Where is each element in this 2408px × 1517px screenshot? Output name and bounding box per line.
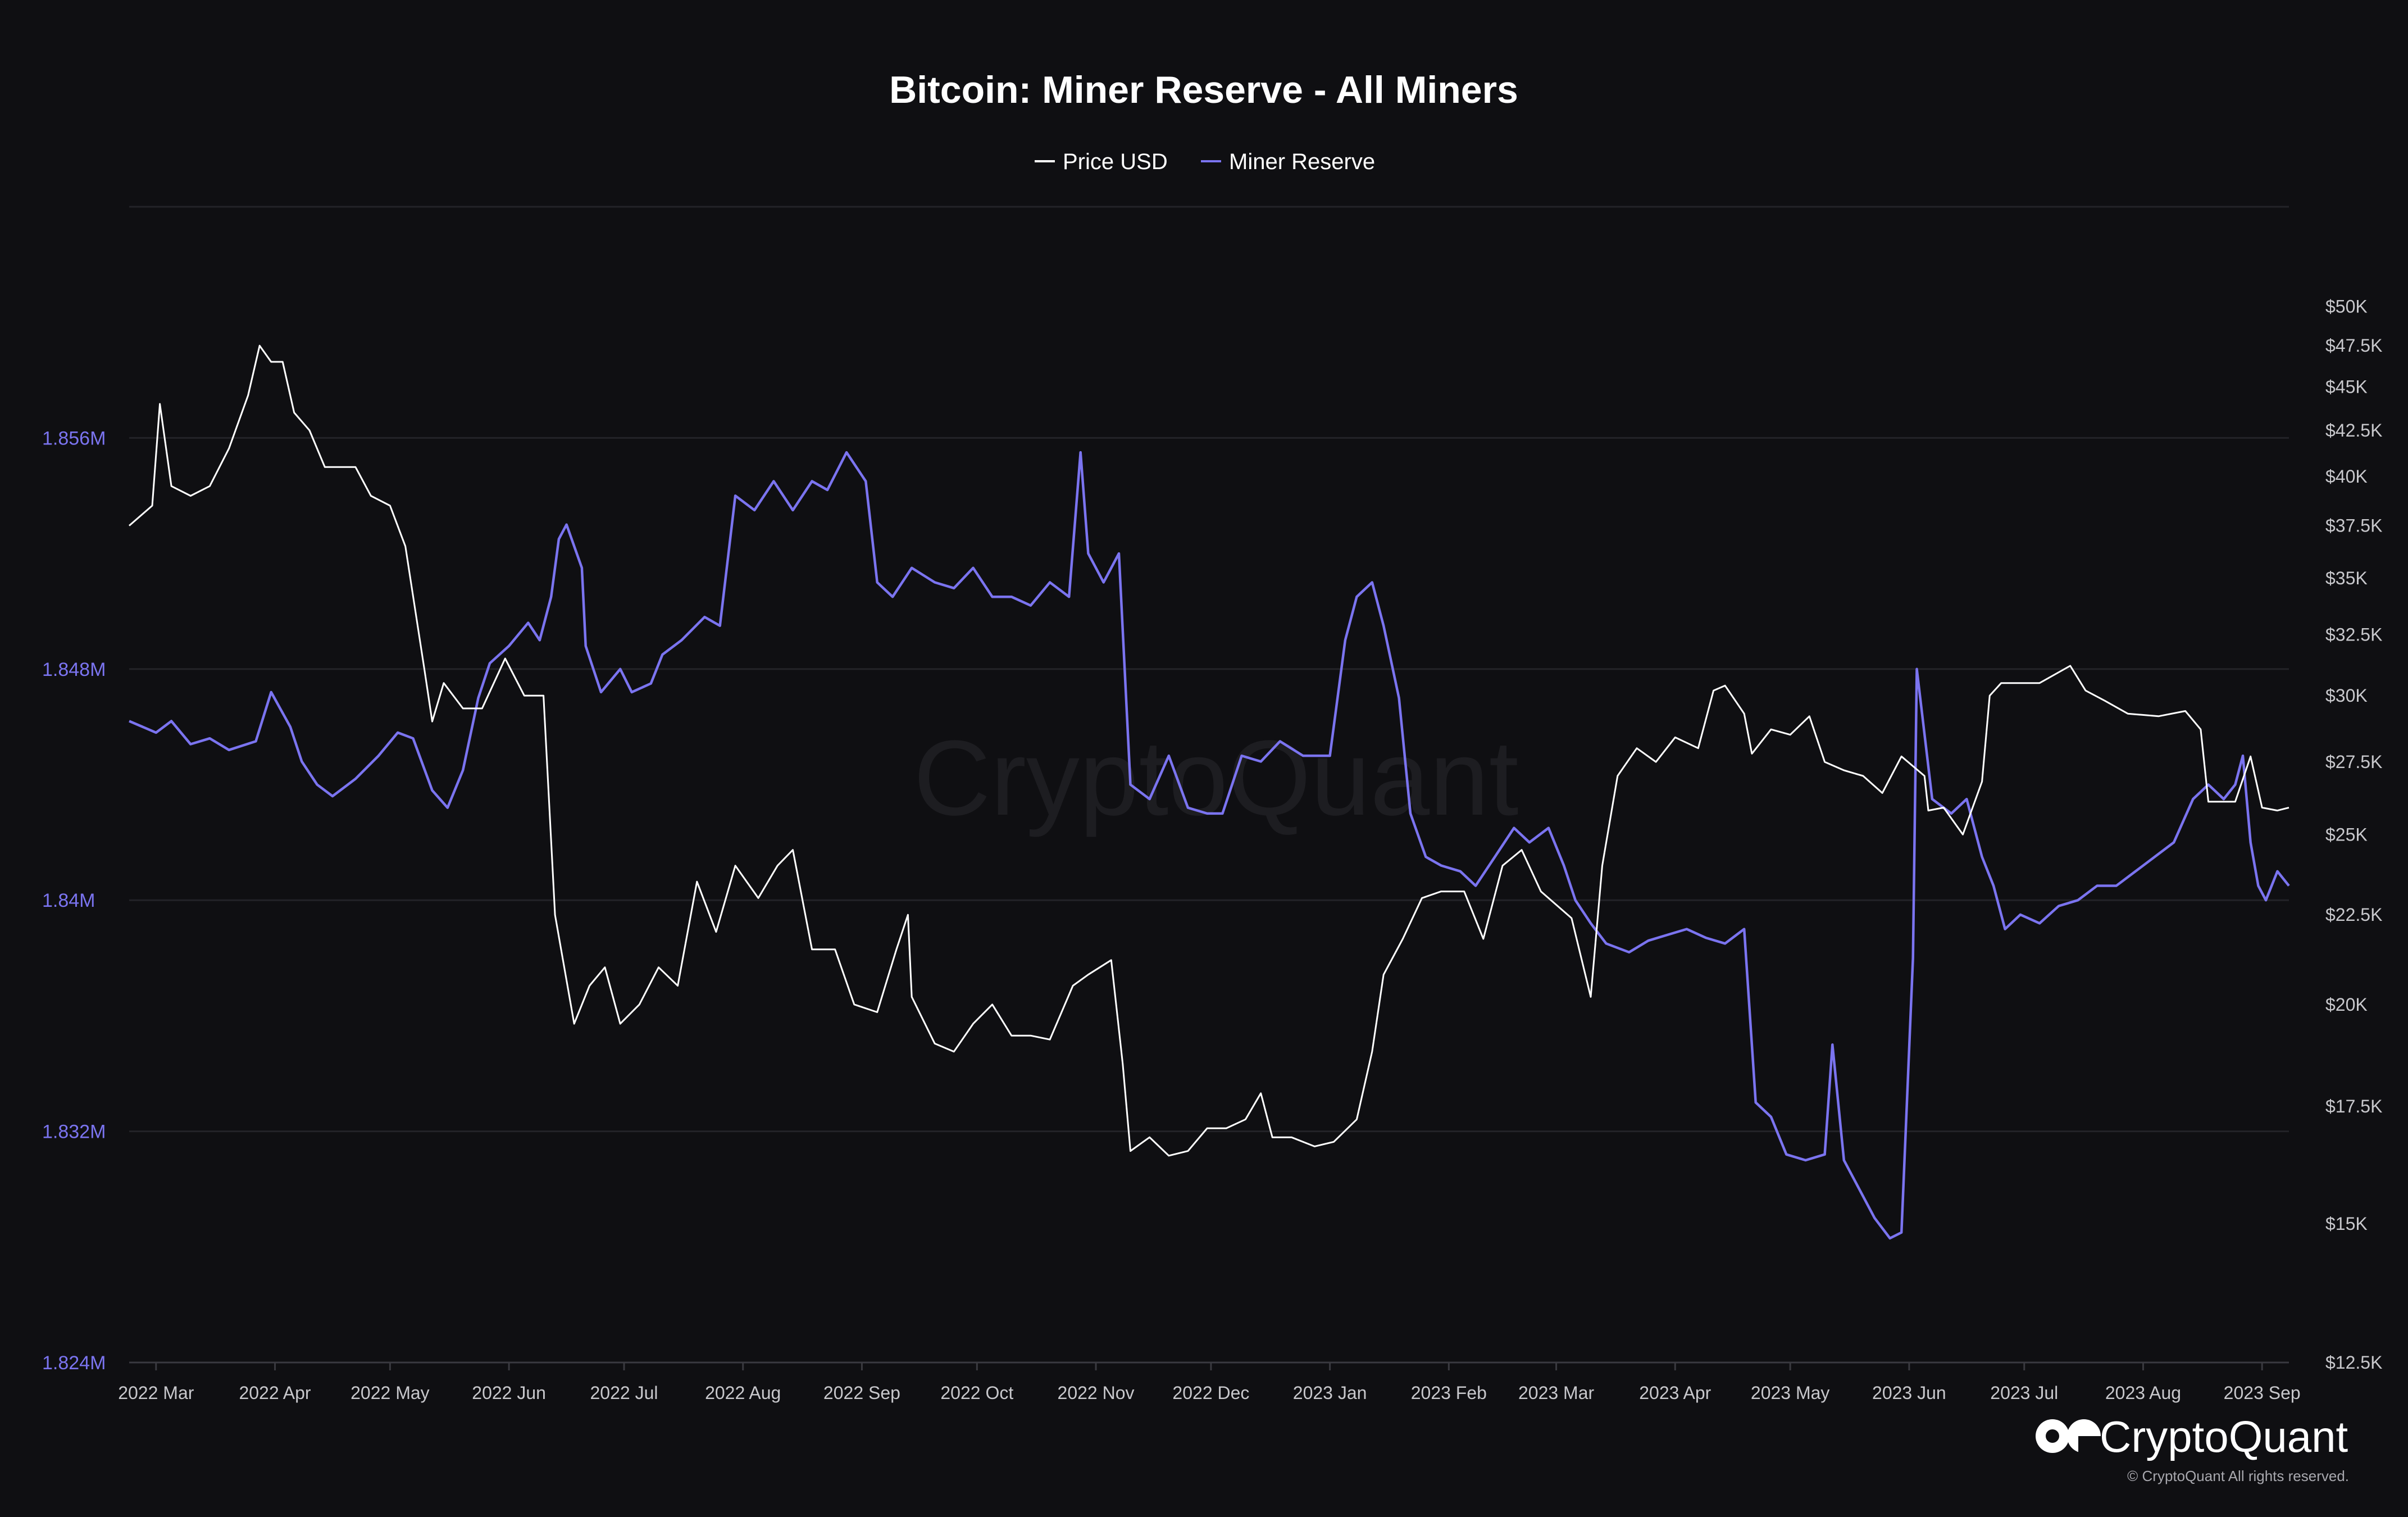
- x-tick-label: 2023 Aug: [2105, 1383, 2181, 1403]
- x-tick-label: 2023 Sep: [2224, 1383, 2301, 1403]
- right-tick-label: $42.5K: [2325, 420, 2382, 440]
- right-tick-label: $30K: [2325, 685, 2368, 706]
- x-tick-label: 2022 Oct: [940, 1383, 1013, 1403]
- right-tick-label: $12.5K: [2325, 1352, 2382, 1373]
- x-tick-label: 2022 Aug: [705, 1383, 781, 1403]
- left-axis: 1.824M 1.832M 1.84M 1.848M 1.856M: [42, 428, 106, 1374]
- x-tick-label: 2022 Apr: [239, 1383, 311, 1403]
- legend-price-label[interactable]: Price USD: [1063, 149, 1168, 174]
- price-usd-line: [129, 344, 2289, 1157]
- right-axis: $12.5K $15K $17.5K $20K $22.5K $25K $27.5K $30K…: [2325, 297, 2382, 1373]
- x-tick-label: 2023 Jan: [1293, 1383, 1367, 1403]
- right-tick-label: $25K: [2325, 824, 2368, 844]
- x-tick-label: 2022 Dec: [1172, 1383, 1249, 1403]
- x-tick-label: 2023 Mar: [1518, 1383, 1595, 1403]
- right-tick-label: $27.5K: [2325, 752, 2382, 772]
- x-tick-label: 2023 May: [1751, 1383, 1830, 1403]
- left-tick-label: 1.848M: [42, 659, 106, 680]
- series-lines: [129, 344, 2290, 1240]
- right-tick-label: $20K: [2325, 994, 2368, 1015]
- cryptoquant-logo-icon: [2036, 1419, 2101, 1453]
- x-tick-label: 2023 Jun: [1872, 1383, 1946, 1403]
- chart-title: Bitcoin: Miner Reserve - All Miners: [889, 69, 1518, 111]
- right-tick-label: $47.5K: [2325, 335, 2382, 356]
- right-tick-label: $15K: [2325, 1214, 2368, 1234]
- right-tick-label: $37.5K: [2325, 516, 2382, 536]
- miner-reserve-line: [129, 451, 2290, 1240]
- x-tick-label: 2023 Jul: [1990, 1383, 2058, 1403]
- right-tick-label: $35K: [2325, 568, 2368, 588]
- left-tick-label: 1.832M: [42, 1121, 106, 1143]
- watermark: CryptoQuant: [913, 719, 1518, 838]
- left-tick-label: 1.824M: [42, 1352, 106, 1374]
- x-tick-label: 2022 Nov: [1058, 1383, 1135, 1403]
- left-tick-label: 1.84M: [42, 890, 95, 911]
- legend: Price USD Miner Reserve: [1035, 149, 1375, 174]
- brand-name: CryptoQuant: [2100, 1412, 2348, 1461]
- x-tick-label: 2022 Sep: [823, 1383, 900, 1403]
- x-tick-label: 2022 Jun: [472, 1383, 546, 1403]
- x-tick-label: 2022 Jul: [590, 1383, 658, 1403]
- right-tick-label: $22.5K: [2325, 905, 2382, 925]
- x-axis: 2022 Mar 2022 Apr 2022 May 2022 Jun 2022 Jul…: [118, 1362, 2301, 1403]
- left-tick-label: 1.856M: [42, 428, 106, 449]
- right-tick-label: $17.5K: [2325, 1096, 2382, 1116]
- x-tick-label: 2022 Mar: [118, 1383, 194, 1403]
- right-tick-label: $50K: [2325, 297, 2368, 317]
- x-tick-label: 2023 Feb: [1411, 1383, 1487, 1403]
- legend-reserve-label[interactable]: Miner Reserve: [1229, 149, 1375, 174]
- right-tick-label: $32.5K: [2325, 625, 2382, 645]
- right-tick-label: $40K: [2325, 466, 2368, 487]
- brand-logo: CryptoQuant © CryptoQuant All rights res…: [2036, 1412, 2349, 1484]
- right-tick-label: $45K: [2325, 376, 2368, 397]
- x-tick-label: 2022 May: [350, 1383, 430, 1403]
- copyright-text: © CryptoQuant All rights reserved.: [2127, 1468, 2349, 1484]
- x-tick-label: 2023 Apr: [1639, 1383, 1711, 1403]
